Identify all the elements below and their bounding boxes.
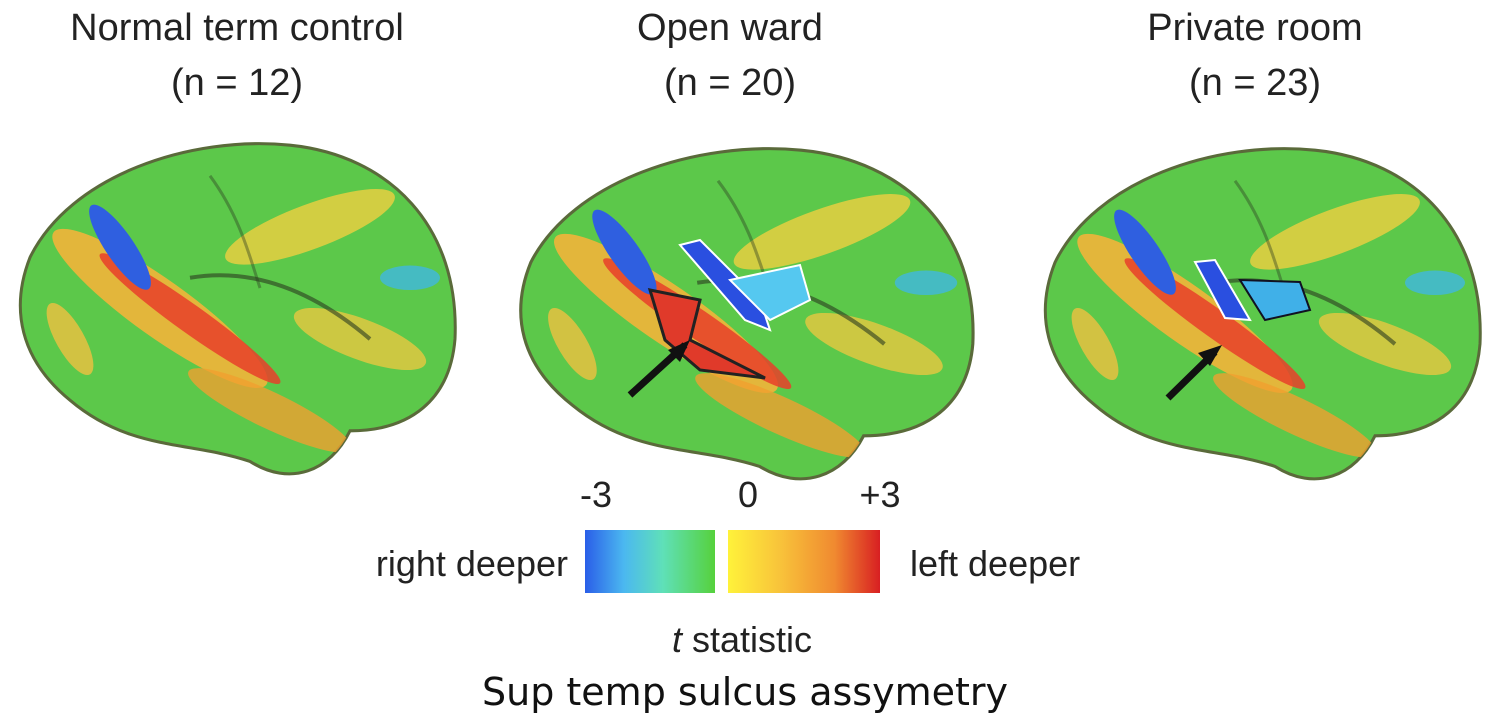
caption: Sup temp sulcus assymetry [482, 670, 1008, 714]
colorbar-label: t statistic [672, 619, 812, 660]
brain-map [20, 144, 455, 474]
panel-title: Open ward [637, 7, 823, 49]
panel-n: (n = 20) [664, 62, 796, 104]
arrow-head [668, 340, 690, 362]
colorbar-tick: -3 [580, 474, 612, 515]
region-outline [727, 263, 812, 322]
region-outline [1193, 258, 1252, 322]
arrow-head [1198, 345, 1222, 366]
colorbar-variable: t [672, 619, 684, 660]
region-outline [1238, 278, 1312, 322]
colorbar-left-label: right deeper [376, 543, 568, 584]
colorbar-negative [585, 530, 715, 593]
panel-n: (n = 12) [171, 62, 303, 104]
panel-n: (n = 23) [1189, 62, 1321, 104]
colorbar-tick: +3 [859, 474, 900, 515]
panel-title: Normal term control [70, 7, 404, 49]
colorbar-positive [728, 530, 880, 593]
colorbar-label-text: statistic [692, 619, 812, 660]
region-outline [647, 288, 766, 380]
colorbar-tick: 0 [738, 474, 758, 515]
panel-title: Private room [1147, 7, 1362, 49]
colorbar-right-label: left deeper [910, 543, 1080, 584]
